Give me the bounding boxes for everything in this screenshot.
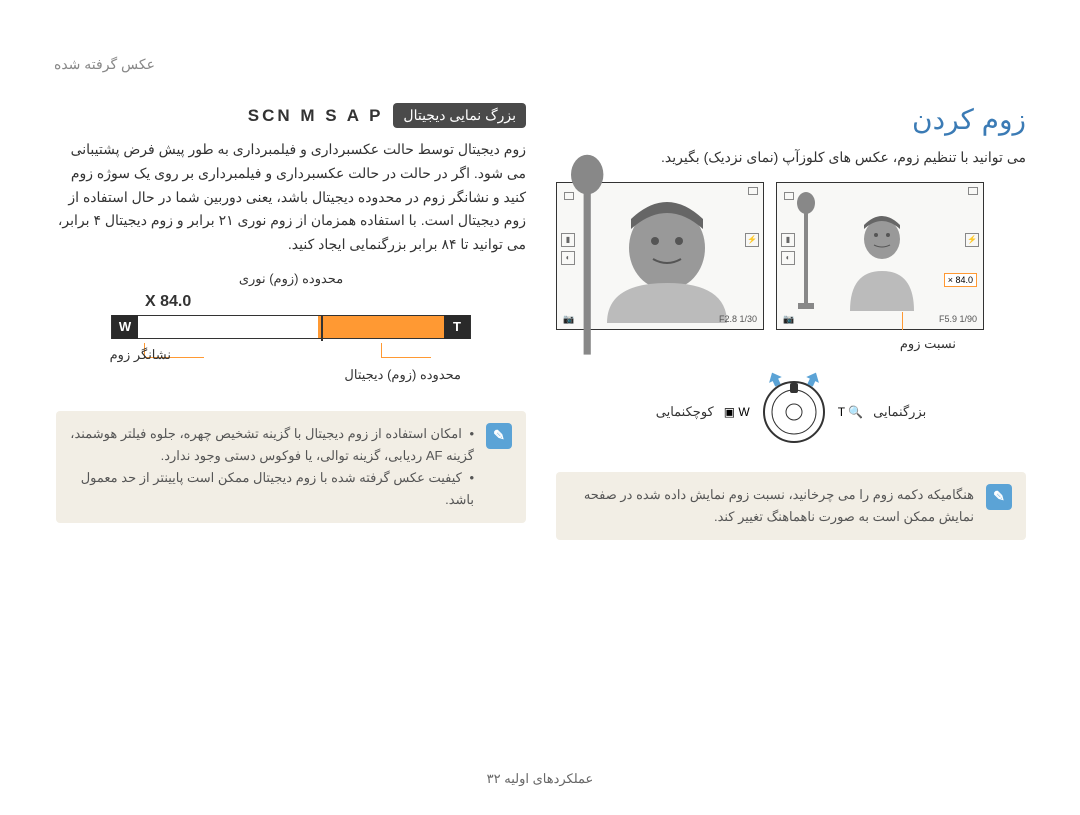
ratio-label: نسبت زوم [900,336,956,352]
zoom-badge: × 84.0 [944,273,977,287]
hud-right: ⚡ [965,233,979,247]
page: عکس گرفته شده زوم کردن می توانید با تنظی… [0,0,1080,815]
aperture-value: F2.8 1/30 [719,314,757,325]
camera-icon: 📷 [563,314,574,325]
zoom-marker [321,315,323,341]
content-columns: زوم کردن می توانید با تنظیم زوم، عکس های… [54,103,1026,540]
hud-bottom: 📷 F5.9 1/90 [783,314,977,325]
person-zoomed-icon [597,193,727,323]
zoom-readout: X 84.0 [111,293,471,311]
zoom-ratio-line [902,312,903,330]
zoom-out-label: کوچکنمایی [656,404,714,420]
note-item: کیفیت عکس گرفته شده با زوم دیجیتال ممکن … [70,467,474,511]
mode-letters: SCN M S A P [248,106,384,126]
note-item: امکان استفاده از زوم دیجیتال با گزینه تش… [70,423,474,467]
mode-icon: ◐ [781,251,795,265]
body-text: زوم دیجیتال توسط حالت عکسبرداری و فیلمبر… [56,138,526,257]
camera-icon: 📷 [783,314,794,325]
hud-top [747,187,759,197]
digital-zoom-badge: بزرگ نمایی دیجیتال [393,103,526,128]
person-icon [842,211,922,311]
hud-left: ▮ ◐ [781,233,795,265]
right-column: زوم کردن می توانید با تنظیم زوم، عکس های… [556,103,1026,540]
hud-tl [783,187,795,205]
left-column: بزرگ نمایی دیجیتال SCN M S A P زوم دیجیت… [56,103,526,540]
dial-row: بزرگنمایی T 🔍 ▣ W کوچکنمایی [556,378,1026,446]
preview-row: ▮ ◐ ⚡ 📷 F5.9 1/90 × 84.0 [556,182,1026,330]
mode-icon: ◐ [561,251,575,265]
t-icon: T 🔍 [838,405,863,419]
t-cap: T [444,315,470,339]
preview-wide: ▮ ◐ ⚡ 📷 F5.9 1/90 × 84.0 [776,182,984,330]
note-list: امکان استفاده از زوم دیجیتال با گزینه تش… [70,423,474,511]
sub-header: بزرگ نمایی دیجیتال SCN M S A P [56,103,526,128]
zoom-bar-diagram: محدوده (زوم) نوری X 84.0 W T نشانگر زوم … [111,271,471,339]
lamp-icon [792,191,820,311]
zoom-dial[interactable] [760,378,828,446]
page-footer: عملکردهای اولیه ۳۲ [0,771,1080,787]
breadcrumb: عکس گرفته شده [54,56,1026,73]
hud-bottom: 📷 F2.8 1/30 [563,314,757,325]
optical-range [138,316,318,338]
digital-range-label: محدوده (زوم) دیجیتال [311,367,461,383]
leader [381,343,382,357]
leader [381,357,431,358]
note-box-2: ✎ امکان استفاده از زوم دیجیتال با گزینه … [56,411,526,523]
battery-icon: ▮ [781,233,795,247]
zoom-in-label: بزرگنمایی [873,404,926,420]
hud-right: ⚡ [745,233,759,247]
zoom-bar: W T [111,315,471,339]
hud-top [967,187,979,197]
hud-left: ▮ ◐ [561,233,575,265]
optical-range-label: محدوده (زوم) نوری [111,271,471,287]
intro-text: می توانید با تنظیم زوم، عکس های کلوزآپ (… [556,146,1026,170]
note-icon: ✎ [986,484,1012,510]
page-title: زوم کردن [556,103,1026,136]
flash-icon: ⚡ [745,233,759,247]
w-cap: W [112,315,138,339]
arrow-right-icon [804,370,822,388]
digital-range [318,316,444,338]
hud-tl [563,187,575,205]
note-icon: ✎ [486,423,512,449]
note-text: هنگامیکه دکمه زوم را می چرخانید، نسبت زو… [570,484,974,528]
battery-icon: ▮ [561,233,575,247]
note-box: ✎ هنگامیکه دکمه زوم را می چرخانید، نسبت … [556,472,1026,540]
arrow-left-icon [766,370,784,388]
indicator-label: نشانگر زوم [71,347,171,363]
w-icon: ▣ W [724,405,750,419]
flash-icon: ⚡ [965,233,979,247]
preview-zoom: ▮ ◐ ⚡ 📷 F2.8 1/30 [556,182,764,330]
aperture-value: F5.9 1/90 [939,314,977,325]
